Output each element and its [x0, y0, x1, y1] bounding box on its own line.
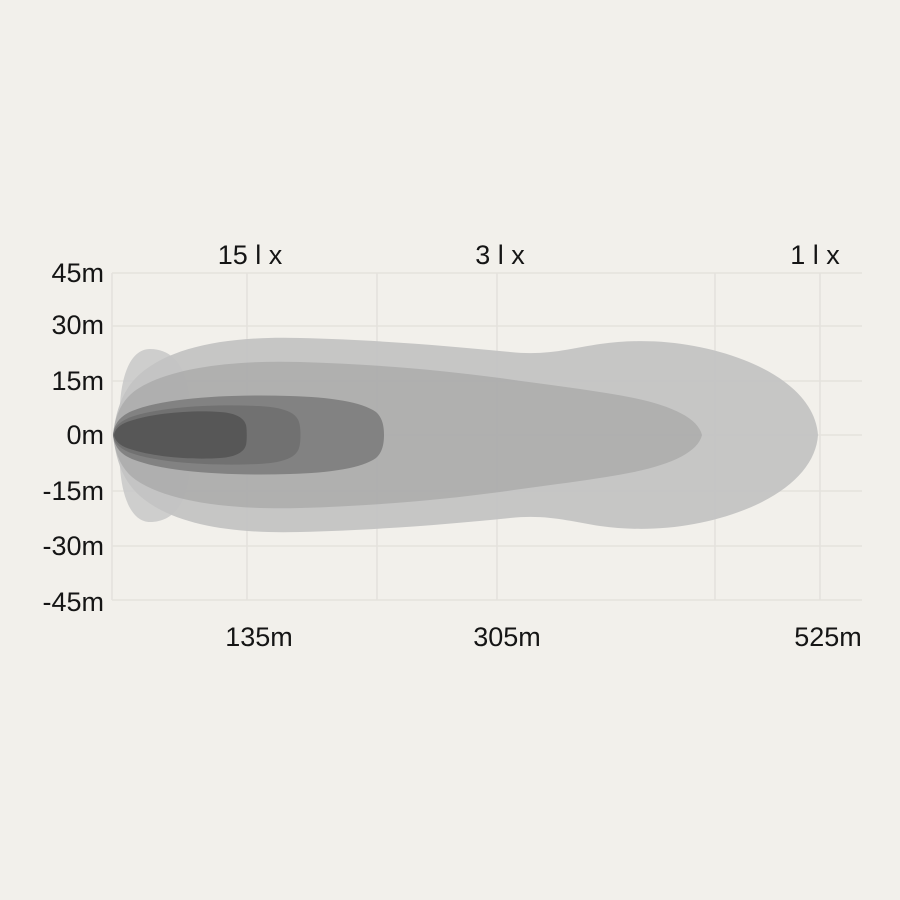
y-label-30m: 30m	[51, 310, 104, 340]
top-label-1lx: 1 l x	[790, 240, 840, 270]
y-label-15m: 15m	[51, 366, 104, 396]
top-label-3lx: 3 l x	[475, 240, 525, 270]
top-label-15lx: 15 l x	[218, 240, 283, 270]
bottom-label-525m: 525m	[794, 622, 862, 652]
top-illuminance-labels: 15 l x 3 l x 1 l x	[218, 240, 841, 270]
beam-contours	[113, 337, 818, 533]
y-axis-labels: 45m 30m 15m 0m -15m -30m -45m	[42, 258, 104, 617]
bottom-label-305m: 305m	[473, 622, 541, 652]
y-label-neg30m: -30m	[42, 531, 104, 561]
bottom-distance-labels: 135m 305m 525m	[225, 622, 862, 652]
y-label-0m: 0m	[66, 420, 104, 450]
beam-core-hotspot	[114, 411, 247, 459]
y-label-45m: 45m	[51, 258, 104, 288]
bottom-label-135m: 135m	[225, 622, 293, 652]
y-label-neg45m: -45m	[42, 587, 104, 617]
y-label-neg15m: -15m	[42, 476, 104, 506]
